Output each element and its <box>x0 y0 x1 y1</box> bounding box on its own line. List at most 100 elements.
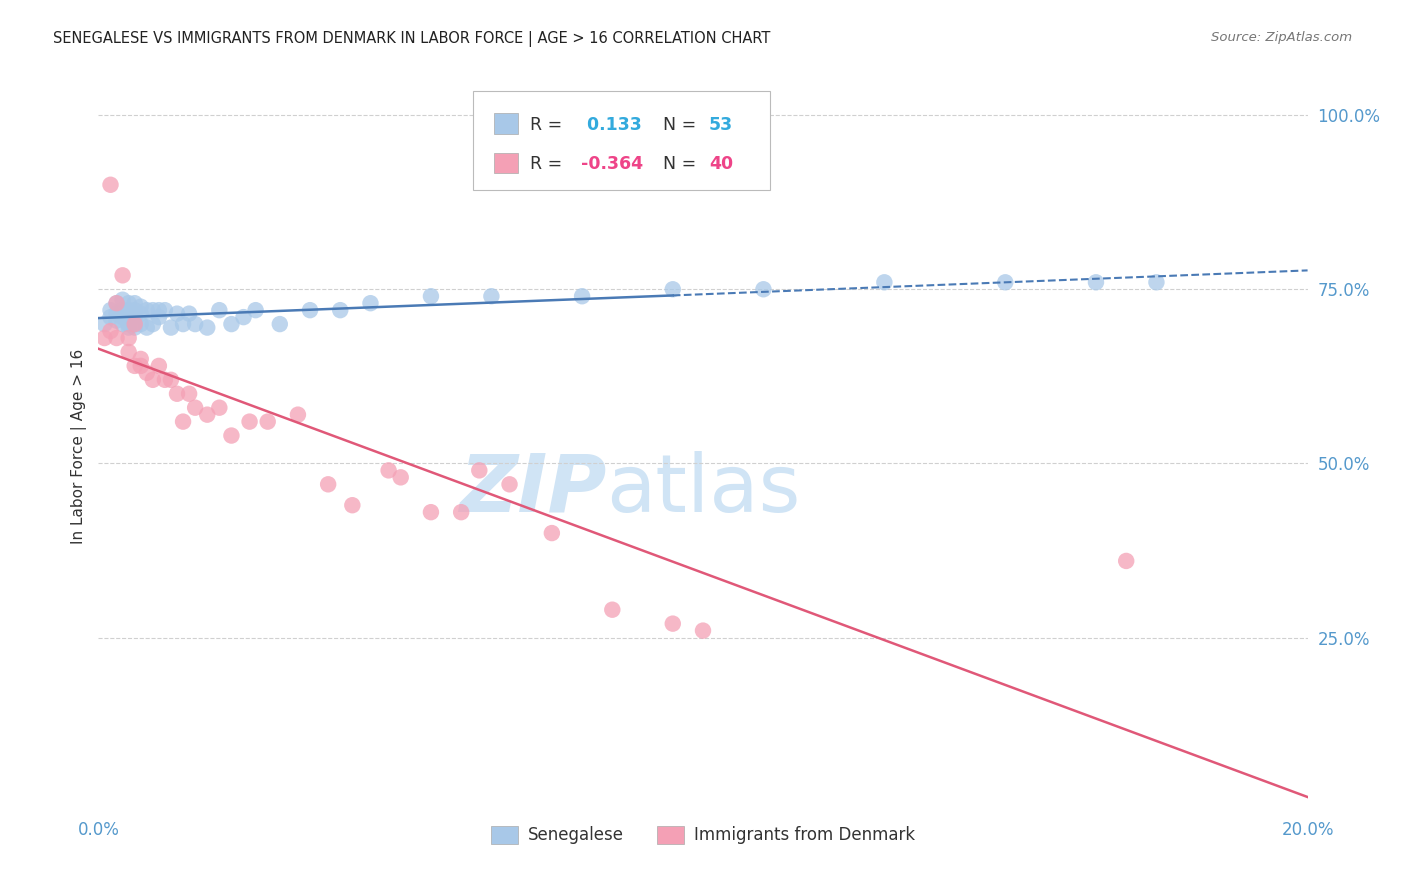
Point <box>256 415 278 429</box>
Point <box>481 289 503 303</box>
Point <box>124 310 146 325</box>
Point <box>153 303 176 318</box>
Point <box>111 293 134 307</box>
Point <box>105 307 128 321</box>
Point <box>135 303 157 318</box>
Point <box>148 359 170 373</box>
Point <box>118 331 141 345</box>
Point <box>602 603 624 617</box>
Point <box>100 324 122 338</box>
Point <box>329 303 352 318</box>
Point <box>129 359 152 373</box>
Point <box>498 477 520 491</box>
Text: N =: N = <box>664 116 702 134</box>
Point <box>172 415 194 429</box>
Point <box>93 331 115 345</box>
Point <box>111 310 134 325</box>
Point <box>299 303 322 318</box>
Point <box>142 317 165 331</box>
Point <box>118 320 141 334</box>
Point <box>129 307 152 321</box>
Point <box>179 307 201 321</box>
Point <box>100 303 122 318</box>
Text: 40: 40 <box>709 155 733 173</box>
Point <box>135 366 157 380</box>
Point <box>124 317 146 331</box>
Legend: Senegalese, Immigrants from Denmark: Senegalese, Immigrants from Denmark <box>485 819 921 851</box>
Point <box>1144 275 1167 289</box>
Point <box>994 275 1017 289</box>
Point <box>118 310 141 325</box>
Point <box>221 428 243 442</box>
Point <box>111 317 134 331</box>
Point <box>540 526 562 541</box>
Point <box>287 408 309 422</box>
Point <box>360 296 382 310</box>
Point <box>129 300 152 314</box>
Point <box>118 296 141 310</box>
Text: R =: R = <box>530 116 568 134</box>
Point <box>571 289 593 303</box>
Point <box>166 386 188 401</box>
Point <box>692 624 714 638</box>
Point <box>752 282 775 296</box>
Point <box>153 373 176 387</box>
FancyBboxPatch shape <box>474 91 769 190</box>
Point <box>111 268 134 283</box>
Point <box>873 275 896 289</box>
Text: R =: R = <box>530 155 568 173</box>
Point <box>160 373 183 387</box>
Point <box>105 296 128 310</box>
Point <box>118 345 141 359</box>
Point <box>100 178 122 192</box>
Point <box>124 317 146 331</box>
Point <box>129 351 152 366</box>
Point <box>245 303 267 318</box>
Text: -0.364: -0.364 <box>581 155 643 173</box>
Point <box>100 310 122 325</box>
FancyBboxPatch shape <box>494 113 517 134</box>
Point <box>124 296 146 310</box>
Text: atlas: atlas <box>606 450 800 529</box>
Text: 0.133: 0.133 <box>581 116 641 134</box>
Point <box>221 317 243 331</box>
Point <box>124 320 146 334</box>
Point <box>148 310 170 325</box>
Point <box>105 296 128 310</box>
Text: ZIP: ZIP <box>458 450 606 529</box>
Point <box>148 303 170 318</box>
Point <box>377 463 399 477</box>
Point <box>184 401 207 415</box>
Point <box>135 320 157 334</box>
Point <box>118 317 141 331</box>
Point <box>661 282 683 296</box>
Point <box>142 303 165 318</box>
Point <box>166 307 188 321</box>
Point <box>118 303 141 318</box>
Point <box>661 616 683 631</box>
Point <box>160 320 183 334</box>
Point <box>269 317 291 331</box>
Point <box>420 505 443 519</box>
Point <box>208 303 231 318</box>
Point <box>468 463 491 477</box>
Point <box>124 303 146 318</box>
Point <box>111 303 134 318</box>
Point <box>239 415 262 429</box>
Text: N =: N = <box>664 155 702 173</box>
Point <box>1085 275 1108 289</box>
Point <box>389 470 412 484</box>
Point <box>195 320 218 334</box>
Text: 53: 53 <box>709 116 733 134</box>
Point <box>420 289 443 303</box>
Text: SENEGALESE VS IMMIGRANTS FROM DENMARK IN LABOR FORCE | AGE > 16 CORRELATION CHAR: SENEGALESE VS IMMIGRANTS FROM DENMARK IN… <box>53 31 770 47</box>
Point <box>105 331 128 345</box>
Point <box>450 505 472 519</box>
Point <box>316 477 339 491</box>
Point <box>232 310 254 325</box>
Point <box>342 498 364 512</box>
Point <box>105 313 128 327</box>
Point <box>179 386 201 401</box>
Point <box>93 317 115 331</box>
Point <box>195 408 218 422</box>
